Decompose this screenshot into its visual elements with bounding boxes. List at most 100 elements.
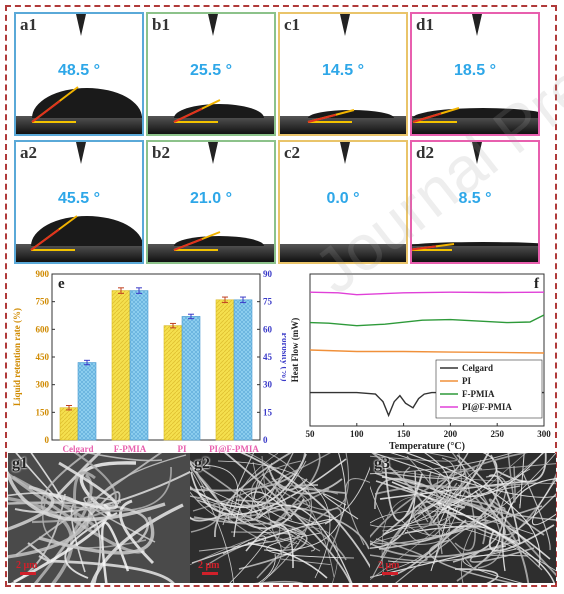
fiber [8, 485, 55, 531]
fiber [272, 453, 350, 511]
panel-label: f [534, 276, 540, 292]
fiber [384, 461, 423, 522]
scale-bar [202, 572, 218, 575]
fiber [48, 461, 118, 510]
substrate [16, 244, 142, 262]
bar-liquid-retention [163, 325, 183, 441]
contact-angle-panel-a1: a1 48.5 ° [14, 12, 144, 136]
needle [208, 142, 218, 164]
fiber [190, 491, 311, 511]
fiber [190, 513, 227, 522]
panel-label: d2 [416, 143, 434, 162]
fiber [531, 478, 556, 526]
fiber [238, 520, 308, 570]
substrate [412, 244, 538, 262]
x-tick-label: 250 [490, 429, 504, 439]
fiber [378, 454, 499, 550]
fiber [454, 568, 499, 583]
fiber [382, 453, 469, 536]
sem-image-g1: g1 2 μm [8, 453, 194, 583]
tangent-line-red [412, 245, 437, 251]
sem-fibers [190, 453, 376, 583]
x-axis-label: Temperature (°C) [389, 441, 465, 452]
tangent-lines [412, 107, 460, 123]
fiber [267, 465, 308, 491]
needle [340, 142, 350, 164]
tangent-line-red [30, 228, 60, 251]
fiber [8, 492, 101, 583]
x-tick-label: F-PMIA [114, 444, 147, 454]
y-right-tick-label: 45 [263, 352, 273, 362]
fiber [258, 504, 353, 583]
fiber [371, 453, 433, 521]
fiber [417, 453, 450, 515]
fiber [370, 485, 385, 521]
fiber [190, 488, 330, 520]
panel-label: a1 [20, 15, 37, 34]
figure-frame [5, 5, 557, 587]
fiber [190, 467, 235, 583]
fiber [246, 453, 335, 578]
bar-liquid-retention [59, 407, 79, 441]
fiber [27, 542, 51, 563]
y-right-tick-label: 90 [263, 269, 273, 279]
legend-box [435, 359, 543, 419]
bar-porosity [233, 299, 253, 441]
contact-angle-value: 14.5 ° [322, 62, 364, 79]
fiber [442, 463, 556, 473]
y-right-tick-label: 30 [263, 380, 273, 390]
fiber [15, 453, 63, 503]
y-right-tick-label: 0 [263, 435, 268, 445]
scale-bar [382, 572, 398, 575]
tangent-lines [31, 86, 79, 123]
tangent-lines [173, 99, 221, 123]
y-tick-label: 300 [36, 380, 50, 390]
fiber [191, 518, 332, 564]
contact-angle-panel-d1: d1 18.5 ° [410, 12, 540, 136]
fiber [488, 524, 555, 552]
fiber [370, 468, 531, 528]
fiber [379, 480, 527, 500]
fiber [222, 504, 320, 526]
fiber [469, 545, 535, 563]
scale-bar-label: 2 μm [16, 560, 38, 571]
fiber [8, 501, 149, 543]
fiber [521, 470, 551, 551]
fiber [63, 466, 172, 512]
fiber [8, 471, 166, 522]
x-tick-label: 100 [350, 429, 364, 439]
fiber [8, 496, 74, 583]
panel-label: a2 [20, 143, 37, 162]
contact-angle-panel-b2: b2 21.0 ° [146, 140, 276, 264]
y-right-tick-label: 75 [263, 297, 273, 307]
contact-angle-panel-c1: c1 14.5 ° [278, 12, 408, 136]
y-right-tick-label: 60 [263, 324, 273, 334]
panel-label: g1 [12, 455, 28, 472]
droplet [413, 108, 538, 118]
contact-angle-value: 8.5 ° [458, 190, 492, 207]
fiber [254, 580, 304, 583]
sem-image-g2: g2 2 μm [190, 453, 376, 583]
fiber [425, 490, 506, 537]
scale-bar [20, 572, 36, 575]
fiber [519, 453, 525, 509]
panel-label: c2 [284, 143, 301, 162]
y-tick-label: 0 [45, 435, 50, 445]
needle [472, 14, 482, 36]
needle [340, 14, 350, 36]
fiber [46, 559, 175, 583]
panel-label: g2 [194, 455, 210, 472]
fiber [250, 460, 321, 552]
y-right-axis-label: Porosity (%) [280, 332, 286, 381]
fiber [370, 453, 458, 462]
droplet [174, 104, 264, 118]
fiber [436, 473, 443, 555]
needle [76, 14, 86, 36]
panel-label: c1 [284, 15, 301, 34]
fiber [233, 491, 291, 538]
fiber [430, 504, 450, 572]
fiber [273, 453, 321, 525]
fiber [217, 460, 331, 579]
fiber [345, 478, 376, 546]
tangent-line-red [412, 112, 442, 123]
